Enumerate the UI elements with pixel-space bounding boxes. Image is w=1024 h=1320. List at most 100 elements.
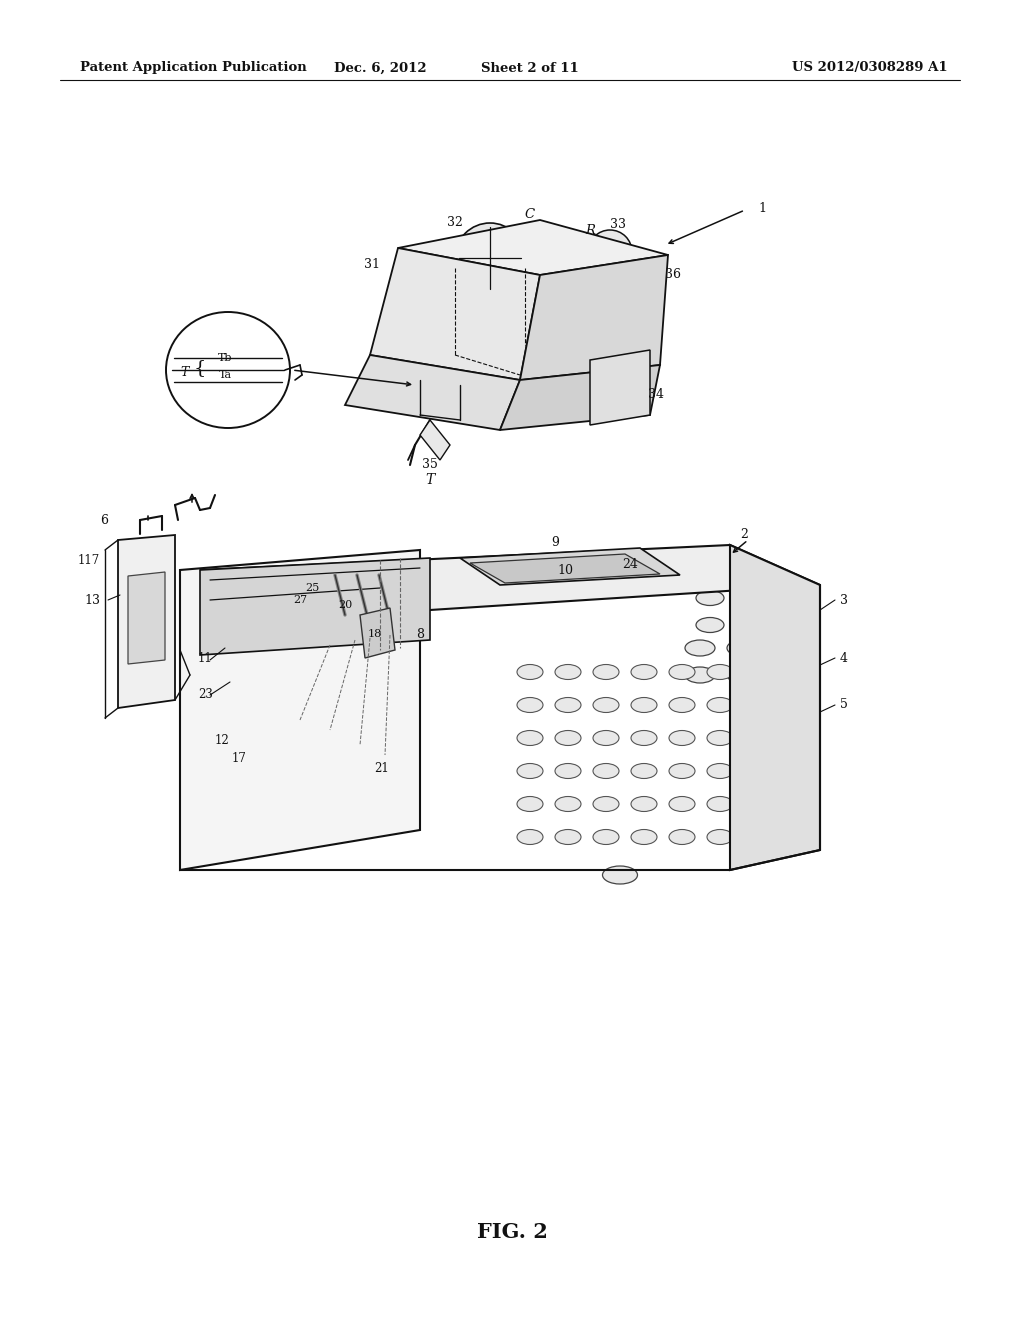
Ellipse shape [517,730,543,746]
Ellipse shape [745,664,771,680]
Ellipse shape [707,763,733,779]
Text: R: R [585,223,595,236]
Ellipse shape [593,763,618,779]
Ellipse shape [631,763,657,779]
Text: 25: 25 [305,583,319,593]
Text: Ta: Ta [218,370,231,380]
Text: 17: 17 [232,751,247,764]
Ellipse shape [696,618,724,632]
Circle shape [482,322,498,338]
Text: 9: 9 [551,536,559,549]
Ellipse shape [593,796,618,812]
Polygon shape [118,535,175,708]
Text: T: T [181,366,189,379]
Text: 2: 2 [740,528,748,541]
Text: 8: 8 [416,628,424,642]
Text: Tb: Tb [218,352,232,363]
Ellipse shape [685,640,715,656]
Polygon shape [398,220,668,275]
Ellipse shape [517,697,543,713]
Text: 32: 32 [447,215,463,228]
Ellipse shape [736,615,764,630]
Circle shape [588,230,632,275]
Ellipse shape [555,697,581,713]
Text: T: T [425,473,434,487]
Polygon shape [200,545,820,610]
Circle shape [628,279,652,302]
Polygon shape [360,609,395,657]
Text: 117: 117 [78,553,100,566]
Text: 34: 34 [648,388,664,401]
Text: 6: 6 [100,513,108,527]
Text: 23: 23 [198,689,213,701]
Ellipse shape [745,829,771,845]
Ellipse shape [555,796,581,812]
Ellipse shape [631,796,657,812]
Text: 4: 4 [840,652,848,664]
Ellipse shape [631,697,657,713]
Text: 13: 13 [84,594,100,606]
Text: 33: 33 [610,219,626,231]
Text: 11: 11 [198,652,213,664]
Ellipse shape [631,664,657,680]
Polygon shape [180,550,420,870]
Ellipse shape [593,664,618,680]
Ellipse shape [669,829,695,845]
Ellipse shape [555,664,581,680]
Ellipse shape [707,796,733,812]
Text: FIG. 2: FIG. 2 [476,1222,548,1242]
Text: 35: 35 [422,458,438,471]
Polygon shape [500,366,660,430]
Ellipse shape [669,730,695,746]
Text: 5: 5 [840,698,848,711]
Text: 20: 20 [338,601,352,610]
Ellipse shape [669,697,695,713]
Polygon shape [590,350,650,425]
Ellipse shape [669,796,695,812]
Ellipse shape [727,640,757,656]
Ellipse shape [745,796,771,812]
Circle shape [476,244,504,272]
Text: 10: 10 [557,564,573,577]
Text: 18: 18 [368,630,382,639]
Polygon shape [730,545,820,870]
Polygon shape [470,554,660,583]
Ellipse shape [707,664,733,680]
Ellipse shape [517,829,543,845]
Text: 27: 27 [293,595,307,605]
Ellipse shape [555,829,581,845]
Ellipse shape [707,730,733,746]
Text: US 2012/0308289 A1: US 2012/0308289 A1 [793,62,948,74]
Text: 12: 12 [215,734,229,747]
Polygon shape [128,572,165,664]
Text: 24: 24 [622,558,638,572]
Ellipse shape [631,829,657,845]
Ellipse shape [555,763,581,779]
Ellipse shape [593,697,618,713]
Ellipse shape [602,866,638,884]
Ellipse shape [517,796,543,812]
Text: {: { [194,359,206,378]
Ellipse shape [745,697,771,713]
Ellipse shape [593,829,618,845]
Ellipse shape [593,730,618,746]
Text: 36: 36 [665,268,681,281]
Text: Patent Application Publication: Patent Application Publication [80,62,307,74]
Text: 3: 3 [840,594,848,606]
Ellipse shape [707,697,733,713]
Ellipse shape [517,763,543,779]
Text: Dec. 6, 2012: Dec. 6, 2012 [334,62,426,74]
Ellipse shape [736,589,764,603]
Ellipse shape [669,664,695,680]
Polygon shape [200,558,430,655]
Text: Sheet 2 of 11: Sheet 2 of 11 [481,62,579,74]
Ellipse shape [669,763,695,779]
Circle shape [455,223,525,293]
Polygon shape [420,420,450,459]
Text: C: C [525,209,536,222]
Text: 31: 31 [364,259,380,272]
Polygon shape [345,355,520,430]
Text: 21: 21 [375,762,389,775]
Ellipse shape [631,730,657,746]
Ellipse shape [707,829,733,845]
